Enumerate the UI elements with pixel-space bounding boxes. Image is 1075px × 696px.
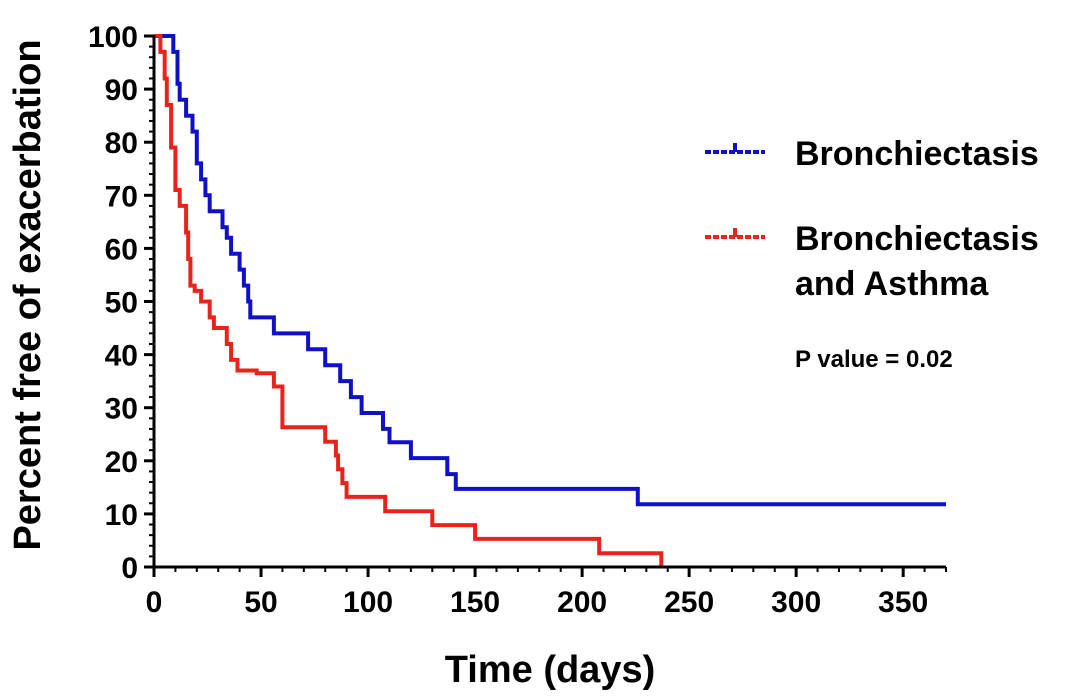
y-tick-label: 70 <box>105 180 138 213</box>
legend-label: and Asthma <box>795 265 989 303</box>
y-axis-title: Percent free of exacerbation <box>7 39 49 550</box>
x-tick-label: 0 <box>146 586 163 619</box>
x-tick-label: 200 <box>557 586 607 619</box>
y-tick-label: 20 <box>105 446 138 479</box>
legend: Bronchiectasis Bronchiectasis and Asthma <box>705 135 1039 303</box>
x-tick-label: 250 <box>664 586 714 619</box>
y-tick-label: 60 <box>105 233 138 266</box>
legend-item: Bronchiectasis <box>705 135 1039 173</box>
x-tick-label: 150 <box>450 586 500 619</box>
y-tick-label: 50 <box>105 287 138 320</box>
p-value-annotation: P value = 0.02 <box>795 346 953 373</box>
y-tick-label: 30 <box>105 393 138 426</box>
y-tick-label: 40 <box>105 340 138 373</box>
x-tick-label: 300 <box>771 586 821 619</box>
legend-label: Bronchiectasis <box>795 135 1039 173</box>
y-tick-label: 100 <box>88 21 138 54</box>
x-tick-label: 50 <box>244 586 277 619</box>
y-axis: 0 10 20 30 40 50 60 70 80 90 100 <box>88 21 154 585</box>
y-tick-label: 10 <box>105 499 138 532</box>
x-axis: 0 50 100 150 200 250 300 350 <box>146 567 946 619</box>
x-axis-title: Time (days) <box>445 649 655 691</box>
y-tick-label: 0 <box>121 552 138 585</box>
legend-label: Bronchiectasis <box>795 220 1039 258</box>
y-tick-label: 80 <box>105 127 138 160</box>
legend-item: Bronchiectasis and Asthma <box>705 220 1039 303</box>
x-tick-label: 350 <box>878 586 928 619</box>
x-tick-label: 100 <box>343 586 393 619</box>
y-tick-label: 90 <box>105 74 138 107</box>
